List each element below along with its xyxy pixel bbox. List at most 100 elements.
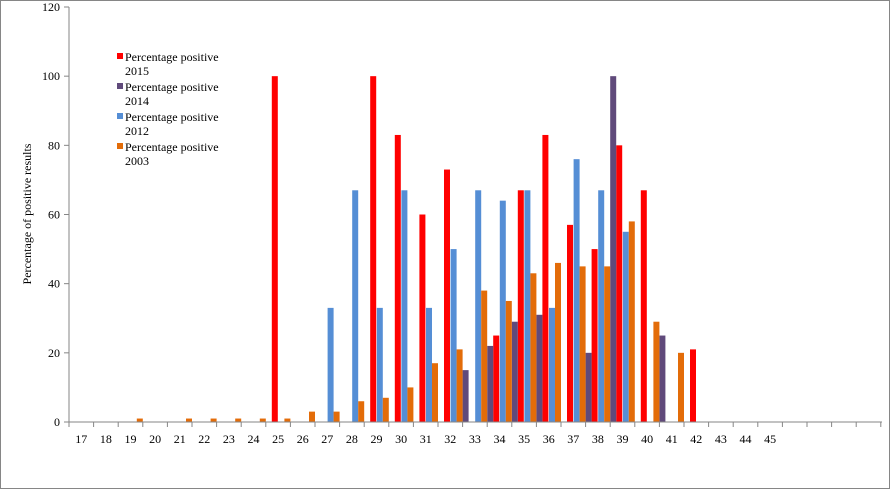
bar-2015-36 bbox=[567, 224, 573, 422]
x-tick-label: 18 bbox=[100, 432, 112, 446]
bar-2014-33 bbox=[487, 345, 494, 422]
bar-2012-34 bbox=[499, 200, 506, 422]
legend-label-2014: Percentage positive bbox=[125, 80, 219, 94]
x-tick-label: 31 bbox=[420, 432, 432, 446]
legend-swatch-2003 bbox=[117, 143, 123, 149]
x-tick-label: 39 bbox=[617, 432, 629, 446]
bar-2012-30 bbox=[401, 190, 408, 422]
x-tick-label: 41 bbox=[666, 432, 678, 446]
bar-2015-29 bbox=[394, 134, 401, 423]
y-tick-label: 20 bbox=[48, 346, 60, 360]
legend-year-2003: 2003 bbox=[125, 154, 149, 168]
bar-2015-37 bbox=[591, 249, 598, 422]
legend-swatch-2014 bbox=[117, 83, 123, 89]
x-tick-label: 30 bbox=[395, 432, 407, 446]
bar-2003-40 bbox=[653, 321, 660, 422]
bar-2012-28 bbox=[352, 190, 359, 422]
bar-2012-35 bbox=[524, 190, 531, 422]
bar-2003-27 bbox=[333, 411, 340, 422]
legend-label-2015: Percentage positive bbox=[125, 50, 219, 64]
bar-2015-34 bbox=[517, 190, 524, 422]
bar-2003-35 bbox=[530, 273, 537, 422]
bar-2012-37 bbox=[573, 159, 580, 422]
legend-year-2015: 2015 bbox=[125, 64, 149, 78]
bar-2003-28 bbox=[358, 401, 365, 422]
x-tick-label: 34 bbox=[494, 432, 506, 446]
bar-2015-38 bbox=[616, 145, 623, 423]
bar-2003-19 bbox=[136, 418, 143, 422]
x-tick-label: 19 bbox=[125, 432, 137, 446]
bar-2003-29 bbox=[382, 397, 389, 422]
bar-2003-34 bbox=[505, 300, 512, 422]
bars-group bbox=[136, 76, 696, 423]
legend-year-2014: 2014 bbox=[125, 94, 149, 108]
legend-label-2012: Percentage positive bbox=[125, 110, 219, 124]
y-tick-label: 80 bbox=[48, 138, 60, 152]
x-axis-ticks: 17 18 19 20 21 22 23 24 25 26 27 28 29 30 31 32 33 34 35 36… bbox=[68, 422, 882, 446]
bar-2003-37 bbox=[579, 266, 586, 422]
y-axis-title: Percentage of positive results bbox=[20, 143, 34, 284]
bar-2003-41 bbox=[678, 352, 684, 422]
x-tick-label: 36 bbox=[543, 432, 555, 446]
x-tick-label: 21 bbox=[174, 432, 186, 446]
x-tick-label: 26 bbox=[297, 432, 309, 446]
x-tick-label: 44 bbox=[740, 432, 752, 446]
bar-2012-27 bbox=[327, 307, 334, 422]
bar-2014-38 bbox=[610, 76, 617, 423]
x-tick-label: 17 bbox=[75, 432, 87, 446]
y-tick-label: 60 bbox=[48, 208, 60, 222]
x-tick-label: 38 bbox=[592, 432, 604, 446]
bar-2015-24 bbox=[271, 76, 278, 423]
bar-2012-31 bbox=[426, 307, 432, 422]
x-tick-label: 29 bbox=[371, 432, 383, 446]
x-tick-label: 43 bbox=[715, 432, 727, 446]
bar-2003-38 bbox=[604, 266, 611, 422]
bar-2015-33 bbox=[493, 335, 500, 422]
x-tick-label: 45 bbox=[764, 432, 776, 446]
legend-swatch-2012 bbox=[117, 113, 123, 119]
x-tick-label: 35 bbox=[518, 432, 530, 446]
bar-2015-30 bbox=[419, 214, 426, 422]
bar-2012-32 bbox=[450, 249, 457, 422]
bar-2012-33 bbox=[475, 190, 482, 422]
bar-2003-26 bbox=[309, 411, 315, 422]
bar-2015-41 bbox=[690, 349, 696, 422]
x-tick-label: 33 bbox=[469, 432, 481, 446]
y-tick-label: 40 bbox=[48, 277, 60, 291]
x-tick-label: 20 bbox=[149, 432, 161, 446]
bar-2012-29 bbox=[376, 307, 383, 422]
x-tick-label: 37 bbox=[567, 432, 579, 446]
y-tick-label: 0 bbox=[54, 415, 60, 429]
legend-year-2012: 2012 bbox=[125, 124, 149, 138]
bar-2014-37 bbox=[585, 352, 592, 422]
bar-2014-34 bbox=[511, 321, 518, 422]
bar-2014-35 bbox=[536, 314, 543, 422]
x-tick-label: 27 bbox=[321, 432, 333, 446]
x-tick-label: 32 bbox=[444, 432, 456, 446]
bar-2012-39 bbox=[622, 231, 629, 422]
bar-2003-30 bbox=[407, 387, 414, 422]
y-axis-ticks: 0 20 40 60 80 100 120 bbox=[42, 0, 69, 429]
legend-label-2003: Percentage positive bbox=[125, 140, 219, 154]
bar-2003-21 bbox=[186, 418, 192, 422]
bar-2014-40 bbox=[659, 335, 666, 422]
bar-2003-25 bbox=[284, 418, 291, 422]
bar-2003-24 bbox=[259, 418, 266, 422]
bar-2012-36 bbox=[549, 307, 555, 422]
bar-2015-28 bbox=[370, 76, 377, 423]
bar-2015-39 bbox=[640, 190, 647, 422]
x-tick-label: 42 bbox=[690, 432, 702, 446]
x-tick-label: 22 bbox=[198, 432, 210, 446]
bar-2003-39 bbox=[628, 221, 635, 422]
bar-2015-35 bbox=[542, 134, 549, 423]
x-tick-label: 28 bbox=[346, 432, 358, 446]
bar-2003-23 bbox=[235, 418, 242, 422]
bar-2003-36 bbox=[555, 262, 561, 422]
bar-2015-31 bbox=[444, 169, 450, 422]
x-tick-label: 24 bbox=[248, 432, 260, 446]
x-tick-label: 25 bbox=[272, 432, 284, 446]
x-tick-label: 23 bbox=[223, 432, 235, 446]
bar-2003-32 bbox=[456, 349, 463, 422]
x-tick-label: 40 bbox=[641, 432, 653, 446]
